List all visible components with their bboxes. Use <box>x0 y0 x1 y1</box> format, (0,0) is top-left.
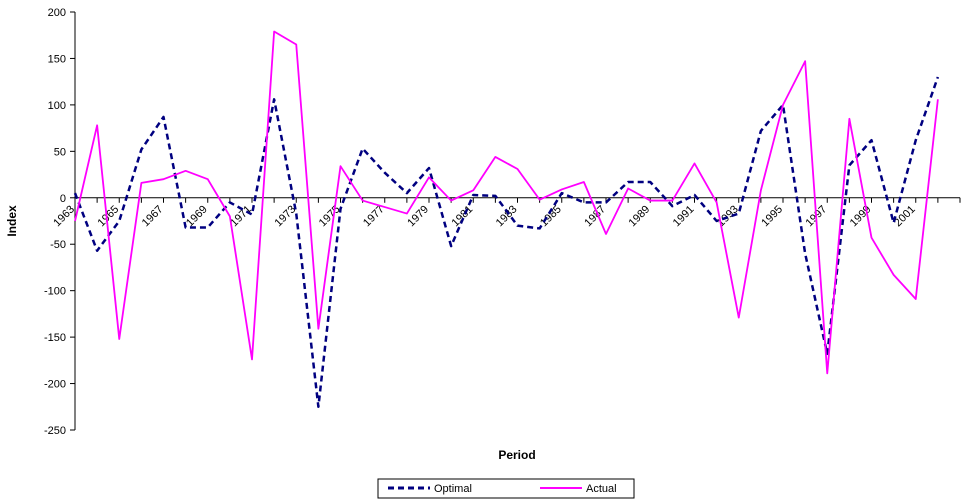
legend-box <box>377 478 635 499</box>
x-tick-label: 1985 <box>538 203 564 229</box>
x-axis-label: Period <box>498 448 535 462</box>
y-tick-label: 200 <box>48 7 66 19</box>
y-tick-label: -150 <box>44 332 66 344</box>
x-tick-label: 1983 <box>494 203 520 229</box>
series-lines <box>73 30 940 409</box>
y-tick-label: -250 <box>44 425 66 437</box>
x-tick-label: 1979 <box>405 203 431 229</box>
x-tick-label: 1991 <box>671 203 697 229</box>
legend-label-optimal: Optimal <box>434 483 472 495</box>
x-tick-label: 1995 <box>759 203 785 229</box>
x-tick-label: 2001 <box>892 203 918 229</box>
y-axis-label: Index <box>5 205 19 237</box>
y-tick-label: -200 <box>44 379 66 391</box>
y-tick-label: -50 <box>50 239 66 251</box>
y-axis: -250 -200 -150 -100 -50 0 50 100 150 200 <box>44 7 76 437</box>
x-tick-label: 1963 <box>51 203 77 229</box>
legend: Optimal Actual <box>377 478 635 499</box>
y-tick-label: 100 <box>48 100 66 112</box>
legend-label-actual: Actual <box>586 483 617 495</box>
x-tick-label: 1981 <box>450 203 476 229</box>
series-line-actual <box>74 30 939 375</box>
x-tick-label: 1967 <box>140 203 166 229</box>
y-tick-label: 150 <box>48 53 66 65</box>
x-axis: 1963 1965 1967 1969 1971 1973 1975 1977 1979 1981… <box>51 197 961 229</box>
y-tick-label: 50 <box>54 146 66 158</box>
x-tick-label: 1975 <box>317 203 343 229</box>
y-tick-label: 0 <box>60 193 66 205</box>
y-tick-label: -100 <box>44 286 66 298</box>
x-tick-label: 1969 <box>184 203 210 229</box>
series-line-optimal <box>73 76 940 409</box>
x-tick-label: 1989 <box>627 203 653 229</box>
